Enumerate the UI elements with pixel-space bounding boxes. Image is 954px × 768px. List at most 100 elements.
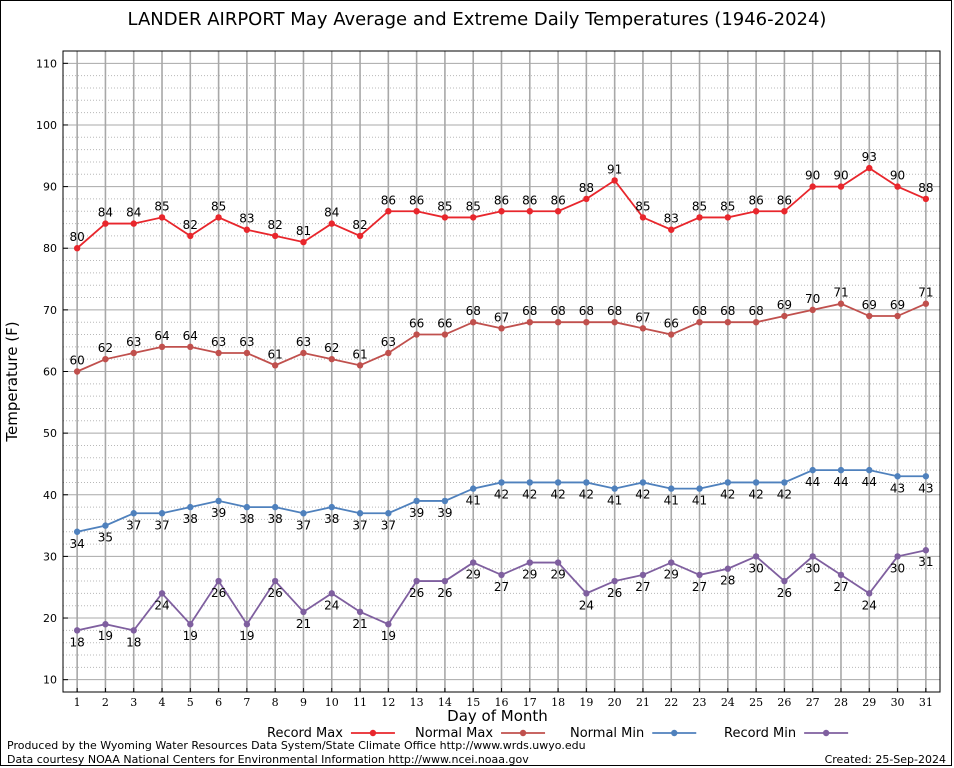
- data-label-record-max: 85: [154, 199, 169, 213]
- data-point-record-max: [73, 245, 81, 252]
- data-point-record-max: [781, 208, 788, 215]
- data-point-normal-max: [724, 318, 732, 326]
- y-tick-label: 50: [43, 427, 57, 440]
- data-point-normal-max: [158, 343, 166, 351]
- data-point-record-max: [639, 214, 647, 221]
- data-label-record-min: 27: [494, 580, 509, 594]
- data-point-normal-max: [130, 349, 137, 357]
- data-label-normal-max: 63: [211, 335, 226, 349]
- x-tick-label: 3: [130, 696, 137, 709]
- data-point-record-min: [356, 608, 364, 616]
- data-label-record-max: 84: [98, 206, 113, 220]
- legend-marker-normal-min: [671, 729, 678, 737]
- data-point-record-max: [441, 214, 449, 221]
- data-point-normal-min: [158, 510, 166, 517]
- data-point-record-max: [243, 226, 251, 233]
- y-tick-label: 30: [43, 550, 57, 563]
- data-point-record-max: [470, 214, 477, 221]
- data-point-normal-min: [724, 479, 732, 486]
- data-label-normal-max: 69: [890, 298, 905, 312]
- data-point-record-max: [498, 208, 505, 215]
- data-label-normal-min: 41: [466, 494, 481, 508]
- data-label-record-min: 24: [862, 598, 877, 612]
- data-label-record-min: 21: [352, 617, 367, 631]
- data-point-record-min: [470, 559, 477, 566]
- data-point-normal-min: [781, 479, 788, 486]
- data-point-normal-min: [894, 473, 901, 480]
- data-point-normal-min: [554, 479, 562, 486]
- x-tick-label: 29: [862, 696, 876, 709]
- data-point-normal-max: [583, 318, 590, 326]
- data-label-record-min: 18: [70, 635, 85, 649]
- data-point-record-min: [837, 571, 845, 579]
- data-label-record-max: 85: [692, 199, 707, 213]
- data-point-record-min: [639, 571, 647, 579]
- data-point-record-max: [554, 208, 562, 215]
- x-tick-label: 31: [919, 696, 933, 709]
- data-label-record-min: 24: [154, 598, 169, 612]
- x-tick-label: 20: [608, 696, 622, 709]
- data-label-record-max: 82: [352, 218, 367, 232]
- data-point-record-max: [583, 195, 590, 203]
- x-tick-label: 18: [551, 696, 565, 709]
- data-point-normal-max: [866, 312, 873, 320]
- data-label-normal-max: 70: [805, 292, 820, 306]
- data-point-normal-max: [300, 349, 307, 357]
- x-tick-label: 6: [215, 696, 222, 709]
- data-label-normal-min: 42: [550, 487, 565, 501]
- data-point-normal-min: [300, 510, 307, 517]
- data-label-normal-min: 39: [409, 506, 424, 520]
- data-label-normal-max: 63: [239, 335, 254, 349]
- y-tick-label: 80: [43, 242, 57, 255]
- data-point-record-max: [752, 208, 760, 215]
- data-label-record-max: 86: [748, 193, 763, 207]
- data-label-normal-max: 68: [692, 304, 707, 318]
- data-point-record-min: [894, 553, 901, 560]
- data-point-normal-min: [356, 510, 364, 517]
- data-label-normal-min: 38: [324, 512, 339, 526]
- data-point-normal-min: [441, 497, 449, 505]
- data-label-normal-min: 42: [635, 487, 650, 501]
- data-point-record-min: [73, 627, 81, 634]
- data-label-record-min: 31: [918, 555, 933, 569]
- data-label-normal-max: 68: [720, 304, 735, 318]
- data-label-record-min: 27: [833, 580, 848, 594]
- data-point-record-min: [385, 621, 392, 628]
- data-label-record-max: 90: [833, 169, 848, 183]
- data-point-record-min: [724, 565, 732, 572]
- legend-marker-record-min: [822, 729, 830, 737]
- data-label-normal-min: 37: [126, 518, 141, 532]
- data-point-normal-max: [441, 331, 449, 338]
- data-point-record-min: [130, 627, 137, 634]
- y-tick-label: 110: [36, 57, 57, 70]
- data-label-record-max: 82: [268, 218, 283, 232]
- data-point-normal-max: [894, 312, 901, 320]
- legend-label-normal-min: Normal Min: [570, 726, 644, 741]
- data-point-normal-max: [696, 318, 703, 326]
- data-label-record-min: 26: [777, 586, 792, 600]
- data-point-normal-max: [271, 362, 279, 369]
- data-label-normal-min: 37: [381, 518, 396, 532]
- legend-marker-record-max: [369, 729, 377, 737]
- data-point-record-min: [328, 590, 335, 597]
- data-point-record-min: [809, 553, 816, 560]
- data-label-record-max: 85: [466, 199, 481, 213]
- x-tick-label: 27: [806, 696, 820, 709]
- data-label-normal-min: 42: [748, 487, 763, 501]
- data-label-normal-max: 64: [154, 329, 169, 343]
- data-point-record-max: [724, 214, 732, 221]
- data-label-record-max: 86: [550, 193, 565, 207]
- data-label-normal-max: 63: [296, 335, 311, 349]
- data-point-normal-min: [187, 503, 194, 511]
- data-label-normal-max: 60: [70, 354, 85, 368]
- chart-title: LANDER AIRPORT May Average and Extreme D…: [127, 9, 827, 30]
- data-point-normal-min: [73, 528, 81, 535]
- data-label-record-min: 27: [635, 580, 650, 594]
- data-label-record-min: 26: [268, 586, 283, 600]
- data-label-normal-min: 42: [494, 487, 509, 501]
- data-label-record-min: 29: [466, 568, 481, 582]
- data-label-normal-max: 66: [437, 317, 452, 331]
- data-point-record-min: [498, 571, 505, 579]
- data-label-normal-min: 42: [522, 487, 537, 501]
- data-point-record-max: [102, 220, 109, 227]
